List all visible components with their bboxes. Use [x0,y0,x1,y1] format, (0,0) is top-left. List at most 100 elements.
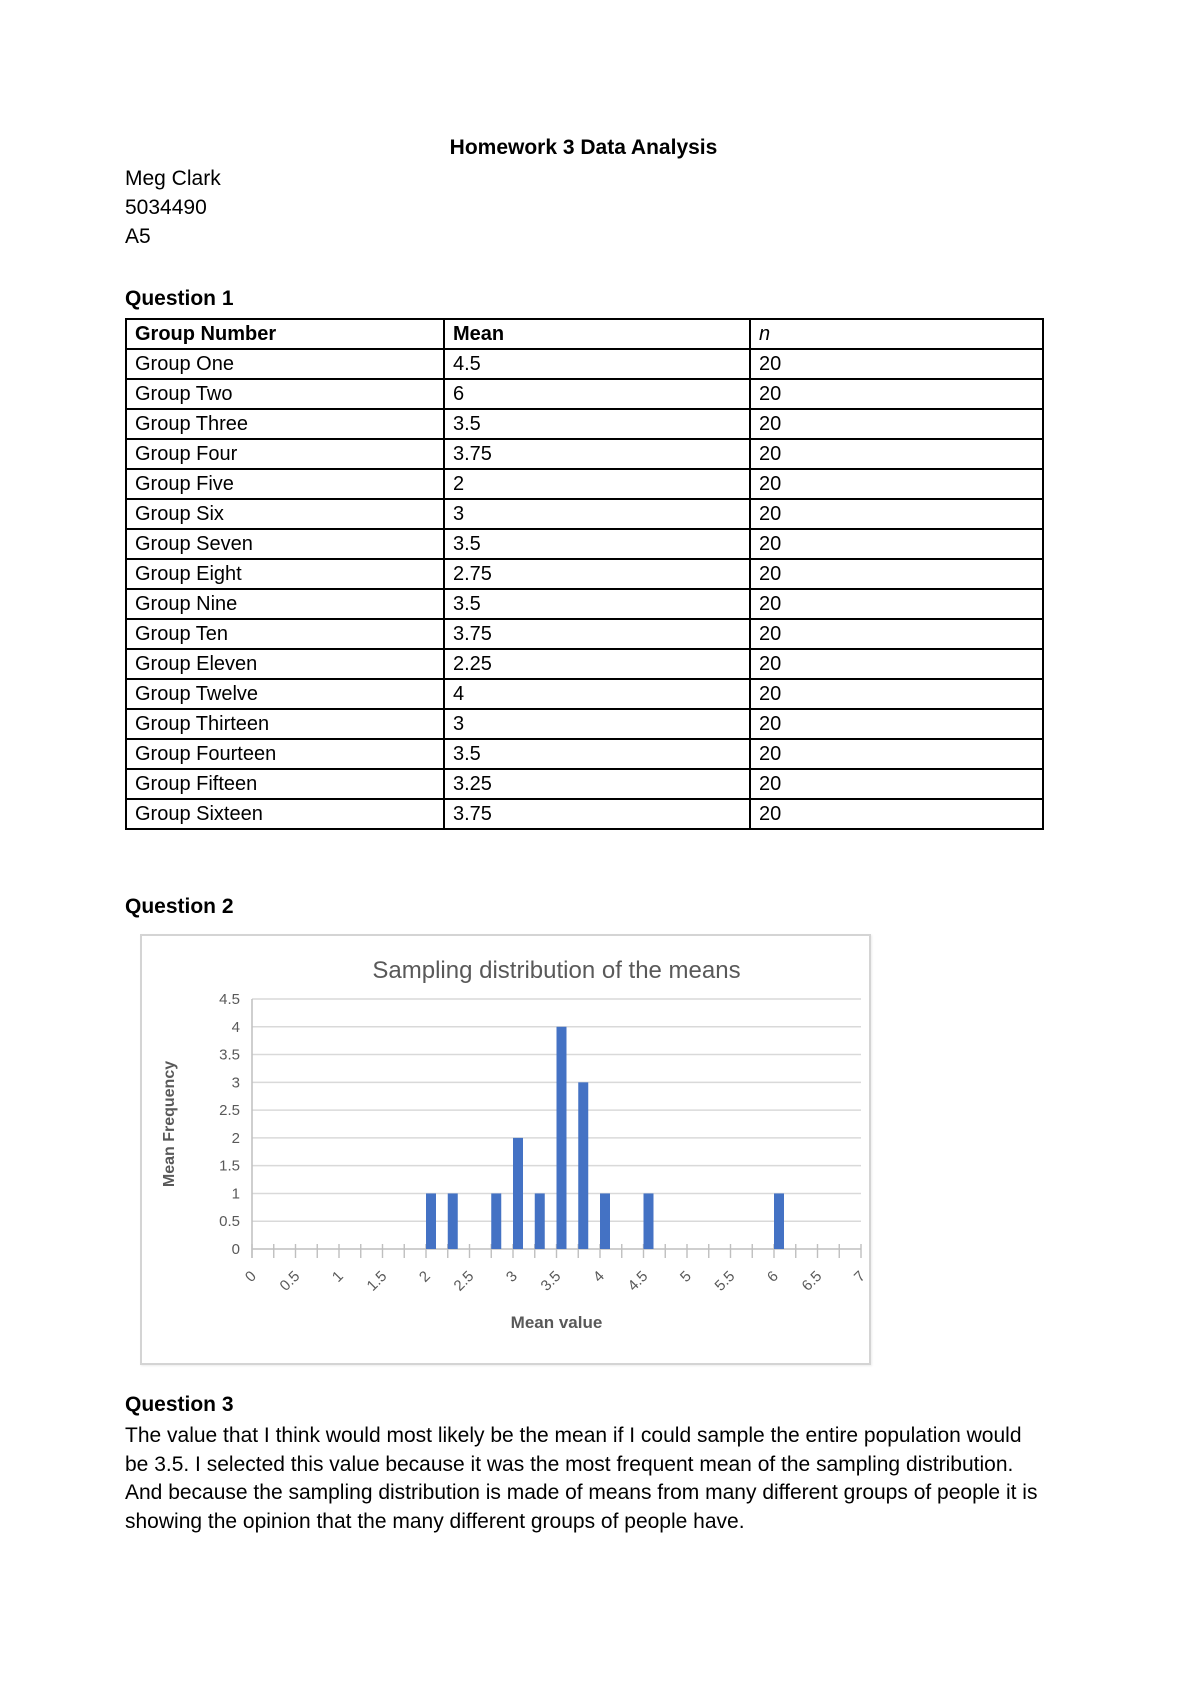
cell-n: 20 [749,708,1044,740]
svg-text:2: 2 [416,1268,434,1286]
svg-text:2.5: 2.5 [451,1268,478,1295]
chart-frame: 0 0.5 1 1.5 2 2.5 3 3.5 4 4.5 0 0.5 1 1.5 2 2.5 3 3.5 4 4.5… [140,934,871,1365]
svg-text:3.5: 3.5 [538,1268,565,1295]
svg-text:1.5: 1.5 [219,1158,240,1175]
cell-group-name: Group One [125,348,445,380]
cell-group-name: Group Fifteen [125,768,445,800]
cell-n: 20 [749,588,1044,620]
svg-text:6: 6 [764,1268,782,1286]
svg-text:4.5: 4.5 [219,991,240,1008]
svg-text:2: 2 [232,1130,240,1147]
svg-text:4: 4 [232,1019,240,1036]
group-table-body: Group One 4.5 20 Group Two 6 20 Group Th… [125,348,1044,830]
cell-n: 20 [749,678,1044,710]
svg-text:Sampling distribution of the m: Sampling distribution of the means [372,957,740,984]
cell-n: 20 [749,618,1044,650]
group-means-table: Group Number Mean n Group One 4.5 20 Gro… [125,318,1044,830]
column-header-group-number: Group Number [125,318,445,350]
sampling-distribution-chart: 0 0.5 1 1.5 2 2.5 3 3.5 4 4.5 0 0.5 1 1.5 2 2.5 3 3.5 4 4.5… [161,957,869,1332]
cell-mean: 3.5 [443,588,751,620]
cell-n: 20 [749,768,1044,800]
cell-group-name: Group Eleven [125,648,445,680]
svg-text:4.5: 4.5 [625,1268,652,1295]
document-title: Homework 3 Data Analysis [449,136,718,159]
cell-mean: 2 [443,468,751,500]
svg-text:0.5: 0.5 [277,1268,304,1295]
cell-group-name: Group Twelve [125,678,445,710]
cell-n: 20 [749,468,1044,500]
cell-group-name: Group Seven [125,528,445,560]
cell-group-name: Group Six [125,498,445,530]
table-row: Group Seven 3.5 20 [125,528,1044,560]
svg-text:3.5: 3.5 [219,1047,240,1064]
cell-group-name: Group Eight [125,558,445,590]
table-row: Group One 4.5 20 [125,348,1044,380]
svg-text:6.5: 6.5 [799,1268,826,1295]
cell-n: 20 [749,378,1044,410]
cell-n: 20 [749,558,1044,590]
svg-text:2.5: 2.5 [219,1102,240,1119]
author-name: Meg Clark [125,167,221,190]
cell-mean: 3.5 [443,408,751,440]
cell-group-name: Group Thirteen [125,708,445,740]
table-row: Group Four 3.75 20 [125,438,1044,470]
svg-text:5.5: 5.5 [712,1268,739,1295]
question-3-answer: The value that I think would most likely… [125,1424,1038,1533]
cell-n: 20 [749,798,1044,830]
cell-mean: 4 [443,678,751,710]
svg-text:0.5: 0.5 [219,1213,240,1230]
svg-text:3: 3 [503,1268,521,1286]
table-row: Group Eleven 2.25 20 [125,648,1044,680]
cell-mean: 2.25 [443,648,751,680]
cell-mean: 3.5 [443,528,751,560]
svg-text:Mean Frequency: Mean Frequency [161,1061,178,1187]
cell-group-name: Group Four [125,438,445,470]
table-row: Group Six 3 20 [125,498,1044,530]
cell-mean: 3.25 [443,768,751,800]
cell-mean: 3.75 [443,618,751,650]
svg-text:5: 5 [677,1268,695,1286]
cell-n: 20 [749,348,1044,380]
column-header-n: n [749,318,1044,350]
svg-text:4: 4 [590,1268,608,1286]
table-row: Group Fourteen 3.5 20 [125,738,1044,770]
cell-mean: 3.75 [443,798,751,830]
cell-group-name: Group Three [125,408,445,440]
table-row: Group Twelve 4 20 [125,678,1044,710]
table-row: Group Fifteen 3.25 20 [125,768,1044,800]
cell-n: 20 [749,648,1044,680]
table-row: Group Thirteen 3 20 [125,708,1044,740]
cell-group-name: Group Sixteen [125,798,445,830]
cell-mean: 3 [443,708,751,740]
cell-n: 20 [749,438,1044,470]
cell-n: 20 [749,498,1044,530]
cell-group-name: Group Ten [125,618,445,650]
column-header-mean: Mean [443,318,751,350]
svg-text:1.5: 1.5 [364,1268,391,1295]
table-row: Group Sixteen 3.75 20 [125,798,1044,830]
cell-mean: 3 [443,498,751,530]
svg-text:1: 1 [232,1185,240,1202]
cell-mean: 2.75 [443,558,751,590]
cell-mean: 3.5 [443,738,751,770]
table-row: Group Three 3.5 20 [125,408,1044,440]
question-2-heading: Question 2 [125,895,234,918]
svg-text:1: 1 [329,1268,347,1286]
author-block: Meg Clark 5034490 A5 [125,164,221,251]
svg-text:0: 0 [232,1241,240,1258]
svg-text:3: 3 [232,1074,240,1091]
svg-text:7: 7 [851,1268,869,1286]
table-row: Group Ten 3.75 20 [125,618,1044,650]
cell-n: 20 [749,408,1044,440]
question-1-heading: Question 1 [125,287,234,310]
cell-group-name: Group Two [125,378,445,410]
cell-n: 20 [749,528,1044,560]
cell-mean: 4.5 [443,348,751,380]
cell-group-name: Group Nine [125,588,445,620]
cell-mean: 6 [443,378,751,410]
svg-text:0: 0 [242,1268,260,1286]
cell-group-name: Group Fourteen [125,738,445,770]
table-header-row: Group Number Mean n [125,318,1044,350]
table-row: Group Five 2 20 [125,468,1044,500]
